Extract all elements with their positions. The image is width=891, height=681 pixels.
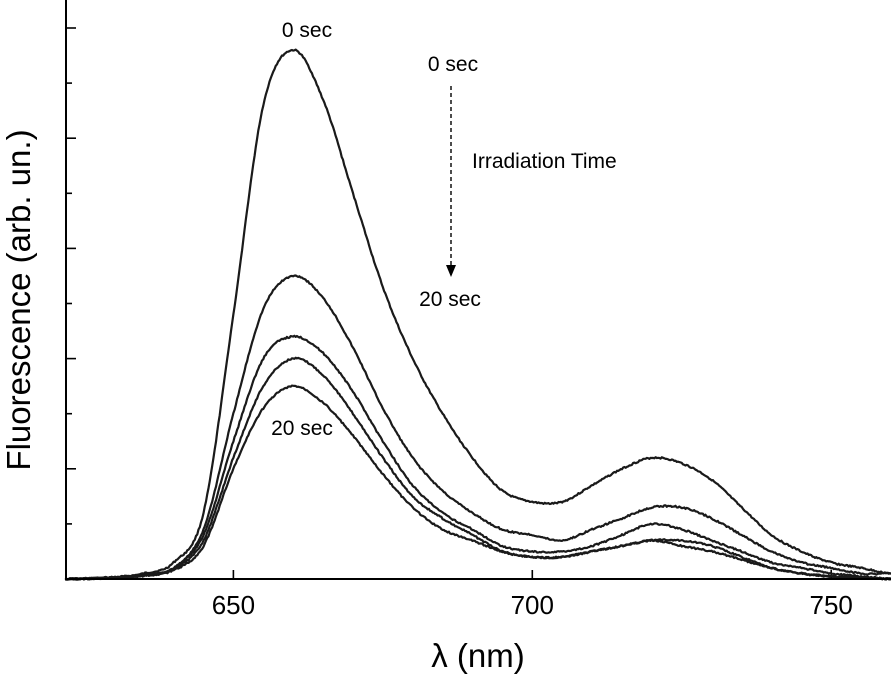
irradiation-arrowhead xyxy=(446,265,456,277)
series-line-3 xyxy=(64,334,891,581)
top-curve-label: 0 sec xyxy=(282,19,332,42)
irradiation-time-label: Irradiation Time xyxy=(472,150,617,173)
plot-frame xyxy=(65,0,891,580)
arrow-end-label: 20 sec xyxy=(419,288,481,311)
series-line-2 xyxy=(64,274,891,581)
y-axis-title: Fluorescence (arb. un.) xyxy=(0,129,37,470)
series-lines xyxy=(64,48,891,581)
series-line-1 xyxy=(64,48,891,581)
x-tick-label: 750 xyxy=(810,590,853,620)
series-line-5 xyxy=(64,384,891,581)
arrow-start-label: 0 sec xyxy=(428,53,478,76)
axis-ticks: 650 700 750 xyxy=(66,27,853,620)
x-axis-title: λ (nm) xyxy=(431,637,525,674)
x-tick-label: 700 xyxy=(511,590,554,620)
bottom-curve-label: 20 sec xyxy=(271,417,333,440)
x-tick-label: 650 xyxy=(212,590,255,620)
series-line-4 xyxy=(64,356,891,581)
